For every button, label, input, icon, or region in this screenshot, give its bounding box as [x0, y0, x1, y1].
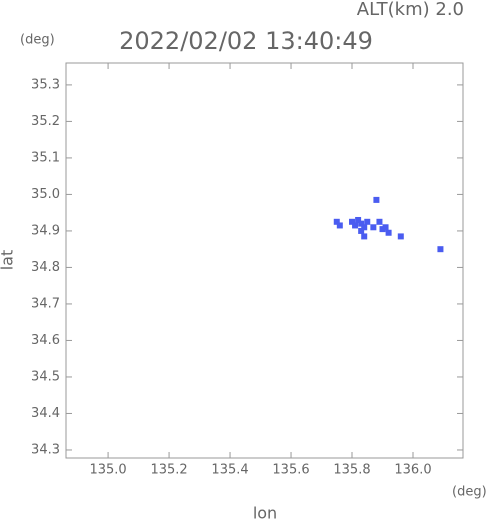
x-tick-label: 135.8 — [333, 463, 370, 478]
echo-point — [382, 224, 389, 231]
plot-frame — [65, 62, 464, 459]
y-tick-label: 35.1 — [31, 150, 60, 165]
echo-point — [355, 216, 362, 223]
y-tick-label: 35.3 — [31, 77, 60, 92]
y-axis-label: lat — [0, 250, 17, 271]
y-tick-label: 35.2 — [31, 114, 60, 129]
y-tick-label: 34.7 — [31, 296, 60, 311]
echo-point — [358, 227, 365, 234]
altitude-label: ALT(km) 2.0 — [357, 0, 464, 20]
y-tick-label: 34.6 — [31, 333, 60, 348]
echo-point — [333, 218, 340, 225]
chart-title: 2022/02/02 13:40:49 — [119, 27, 373, 55]
y-tick-label: 34.5 — [31, 369, 60, 384]
x-tick-label: 135.4 — [211, 463, 248, 478]
x-tick-label: 135.2 — [150, 463, 187, 478]
echo-point — [437, 246, 444, 253]
x-axis-label: lon — [253, 504, 277, 521]
y-tick-label: 34.3 — [31, 442, 60, 457]
x-tick-label: 136.0 — [394, 463, 431, 478]
echo-point — [361, 233, 368, 240]
echo-point — [364, 218, 371, 225]
y-tick-label: 35.0 — [31, 187, 60, 202]
echo-point — [358, 220, 365, 227]
echo-point — [373, 196, 380, 203]
x-tick-label: 135.0 — [89, 463, 126, 478]
y-unit: (deg) — [20, 33, 55, 48]
echo-point — [376, 218, 383, 225]
echo-point — [349, 218, 356, 225]
echo-point — [352, 222, 359, 229]
x-tick-label: 135.6 — [272, 463, 309, 478]
echo-point — [370, 224, 377, 231]
echo-point — [385, 229, 392, 236]
echo-point — [361, 224, 368, 231]
y-tick-label: 34.4 — [31, 406, 60, 421]
y-tick-label: 34.9 — [31, 223, 60, 238]
y-tick-label: 34.8 — [31, 260, 60, 275]
x-unit: (deg) — [452, 485, 487, 500]
echo-point — [397, 233, 404, 240]
echo-point — [336, 222, 343, 229]
echo-point — [379, 226, 386, 233]
